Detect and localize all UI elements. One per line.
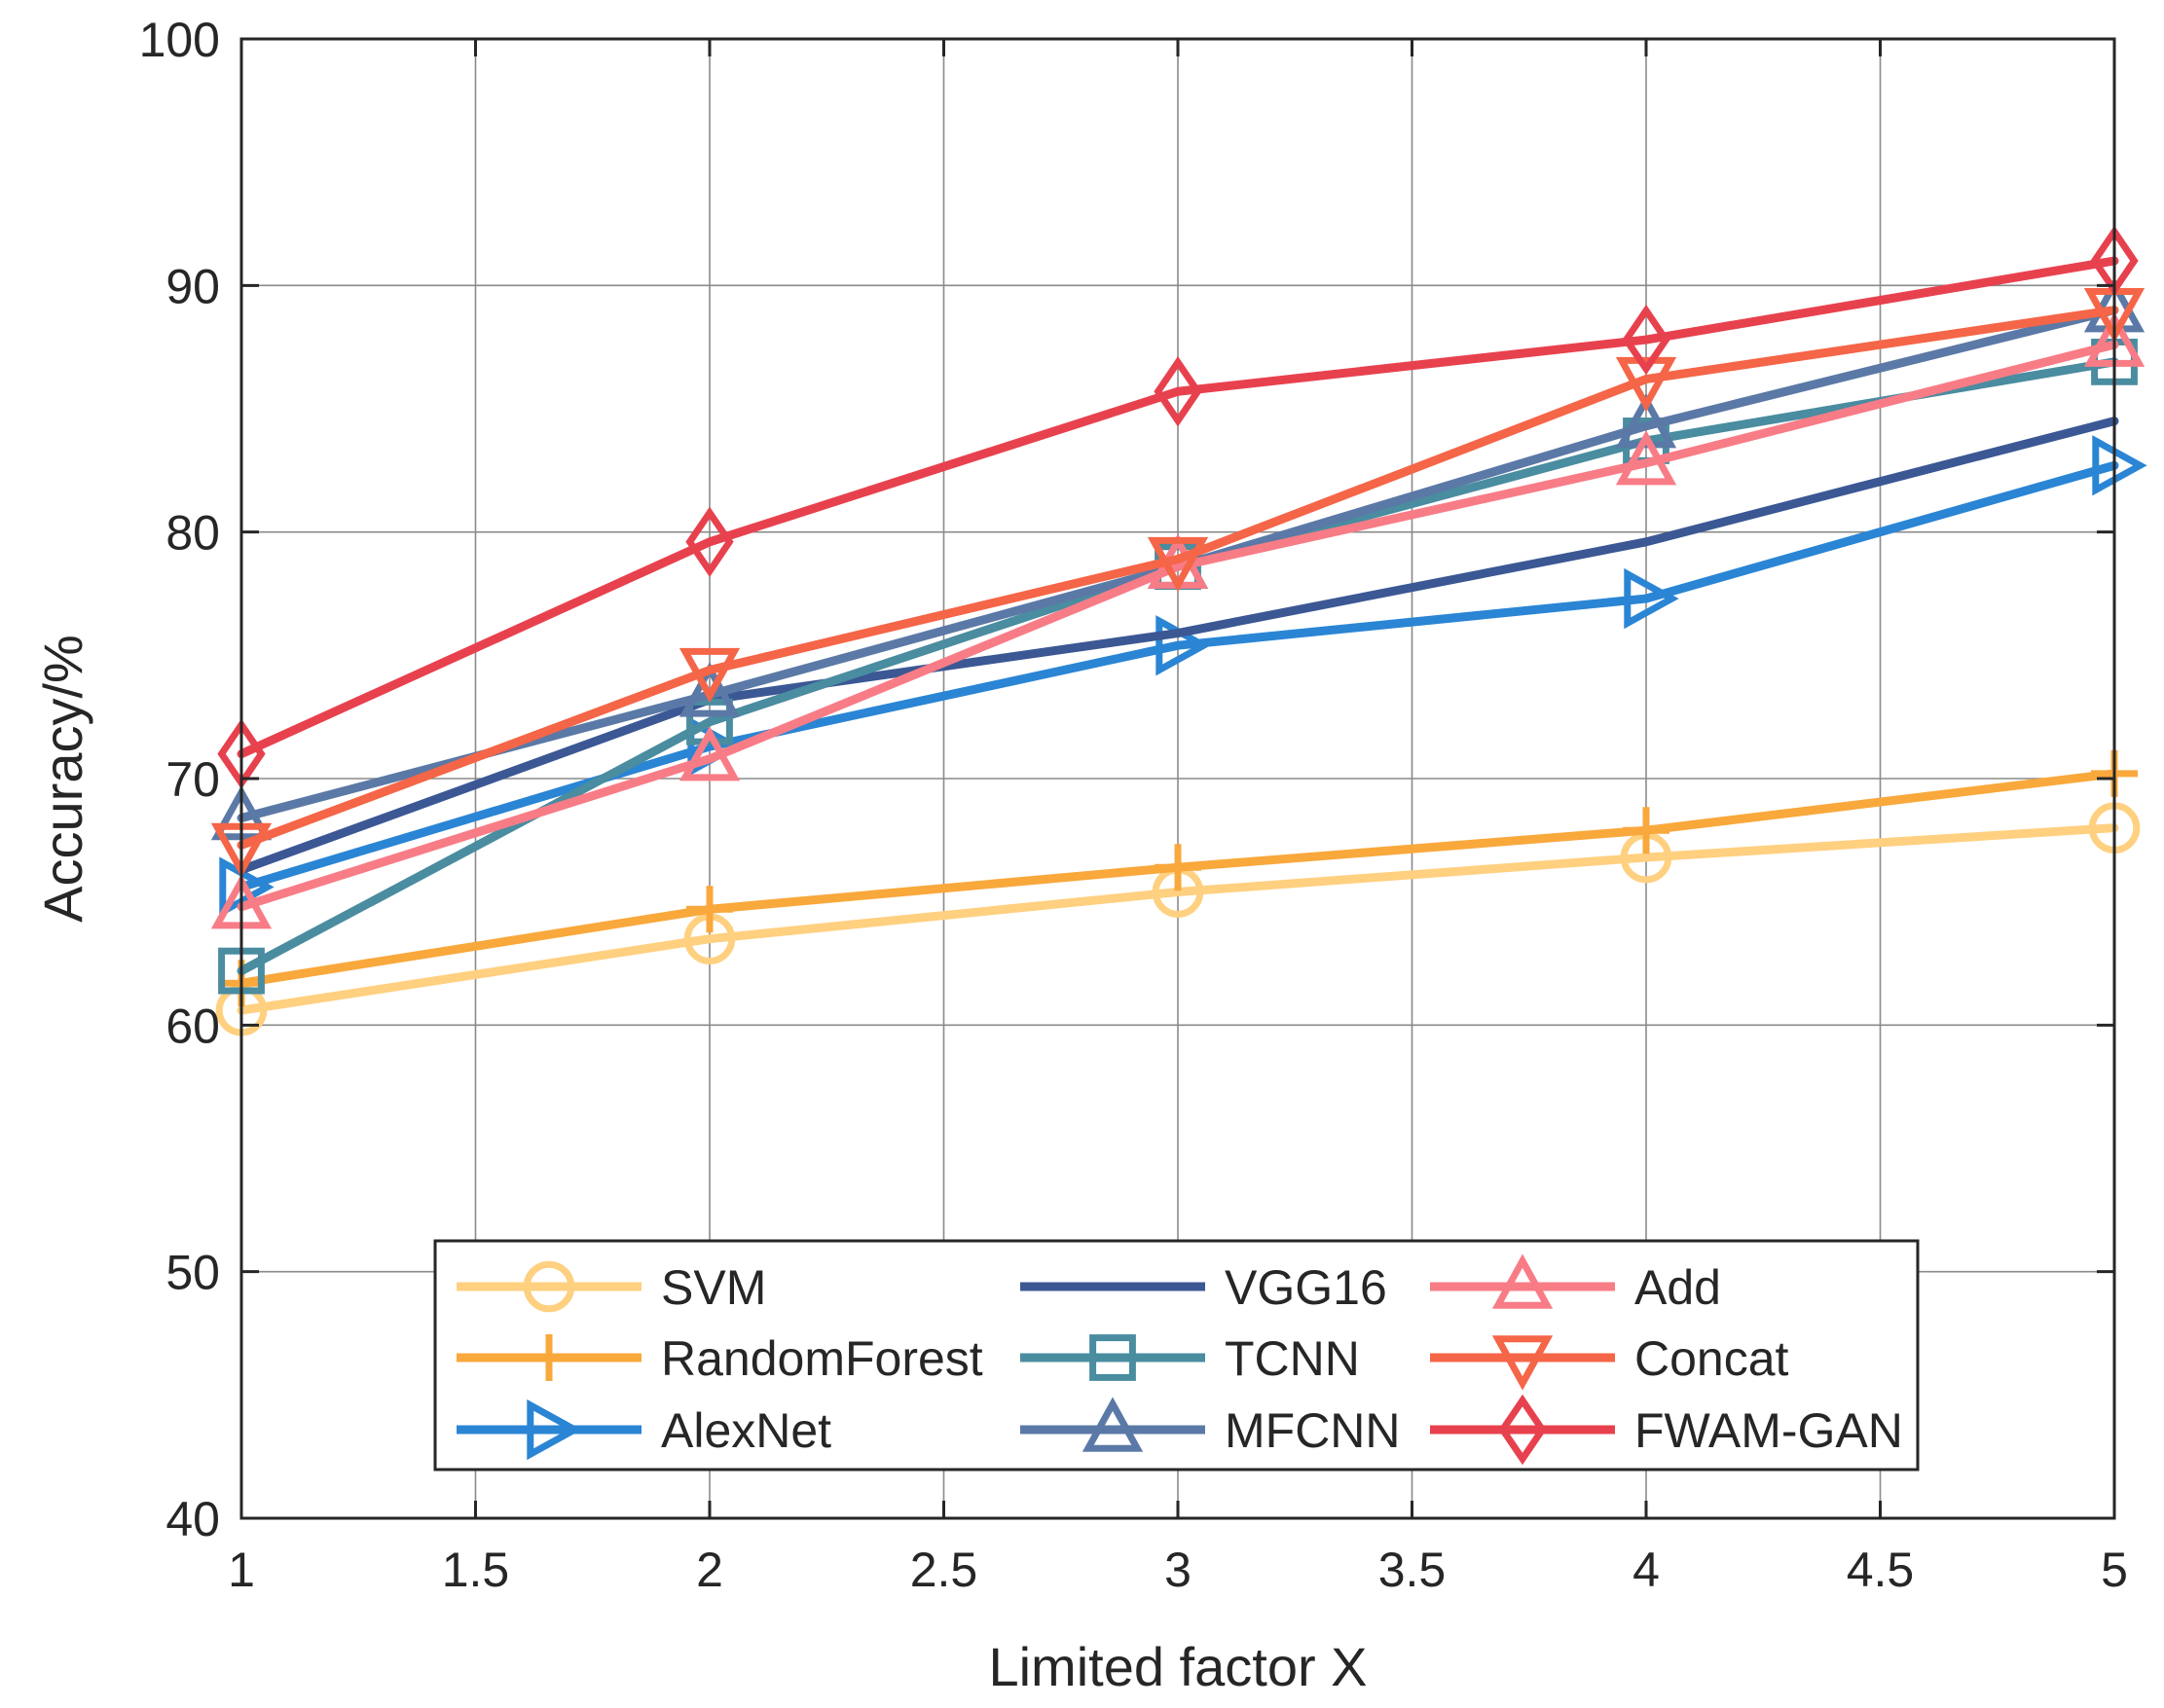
x-tick-label: 3.5 xyxy=(1378,1543,1447,1597)
data-point-randomforest xyxy=(686,886,733,933)
series-layer xyxy=(210,225,2147,1036)
data-point-concat xyxy=(1615,356,1677,413)
legend-label-concat: Concat xyxy=(1634,1331,1789,1386)
y-tick-label: 90 xyxy=(165,259,220,313)
legend-marker-mfcnn xyxy=(1082,1397,1144,1452)
data-point-alexnet xyxy=(1624,567,1679,630)
series-line-add xyxy=(237,340,2119,912)
series-line-vgg16 xyxy=(237,417,2119,875)
legend-label-tcnn: TCNN xyxy=(1225,1331,1360,1386)
legend-item-fwam-gan: FWAM-GAN xyxy=(1430,1394,1903,1466)
legend-marker-concat xyxy=(1491,1335,1554,1391)
legend-item-svm: SVM xyxy=(457,1260,766,1315)
legend-item-mfcnn: MFCNN xyxy=(1020,1397,1401,1458)
data-point-mfcnn xyxy=(679,662,741,717)
x-tick-label: 4.5 xyxy=(1847,1543,1915,1597)
y-tick-label: 100 xyxy=(139,13,220,67)
x-tick-label: 4 xyxy=(1632,1543,1660,1597)
legend: SVM RandomForest AlexNet VGG16 TCNN MFCNN Add C… xyxy=(433,1239,1920,1472)
data-point-alexnet xyxy=(2092,435,2147,496)
y-tick-label: 80 xyxy=(165,506,220,561)
legend-marker-svm xyxy=(523,1260,575,1313)
y-axis-title: Accuracy/% xyxy=(32,635,93,923)
x-tick-label: 1.5 xyxy=(442,1543,510,1597)
legend-label-alexnet: AlexNet xyxy=(661,1403,831,1458)
legend-label-svm: SVM xyxy=(661,1260,766,1315)
legend-item-tcnn: TCNN xyxy=(1020,1331,1360,1386)
data-point-concat xyxy=(1147,536,1209,593)
x-tick-label: 3 xyxy=(1164,1543,1192,1597)
data-point-fwam-gan xyxy=(1622,304,1670,376)
data-point-randomforest xyxy=(1155,844,1201,891)
x-tick-label: 1 xyxy=(228,1543,255,1597)
legend-item-vgg16: VGG16 xyxy=(1020,1260,1387,1315)
data-point-add xyxy=(1615,430,1677,486)
data-point-fwam-gan xyxy=(1154,356,1202,427)
data-point-randomforest xyxy=(1623,807,1669,854)
legend-label-fwam-gan: FWAM-GAN xyxy=(1634,1403,1903,1458)
data-point-alexnet xyxy=(219,856,275,918)
y-tick-label: 60 xyxy=(165,999,220,1053)
legend-marker-fwam-gan xyxy=(1498,1394,1547,1466)
series-line-svm xyxy=(237,823,2119,1015)
x-tick-label: 2.5 xyxy=(910,1543,978,1597)
series-fwam-gan xyxy=(217,225,2139,789)
legend-label-mfcnn: MFCNN xyxy=(1225,1403,1401,1458)
series-vgg16 xyxy=(237,417,2119,875)
x-tick-label: 5 xyxy=(2101,1543,2128,1597)
y-tick-label: 40 xyxy=(165,1492,220,1546)
series-line-fwam-gan xyxy=(237,256,2119,759)
data-point-mfcnn xyxy=(1615,393,1677,449)
legend-item-randomforest: RandomForest xyxy=(457,1331,983,1386)
legend-item-concat: Concat xyxy=(1430,1331,1789,1391)
data-point-concat xyxy=(679,647,741,704)
x-axis-title: Limited factor X xyxy=(988,1636,1367,1697)
legend-marker-tcnn xyxy=(1089,1334,1136,1381)
x-tick-label: 2 xyxy=(696,1543,723,1597)
legend-label-vgg16: VGG16 xyxy=(1225,1260,1387,1315)
series-line-alexnet xyxy=(237,460,2119,891)
legend-marker-alexnet xyxy=(527,1399,582,1461)
legend-item-alexnet: AlexNet xyxy=(457,1399,831,1461)
legend-label-add: Add xyxy=(1634,1260,1721,1315)
legend-item-add: Add xyxy=(1430,1254,1721,1315)
data-point-fwam-gan xyxy=(685,506,734,578)
legend-marker-add xyxy=(1491,1254,1554,1309)
series-line-concat xyxy=(237,306,2119,850)
legend-marker-randomforest xyxy=(526,1334,572,1381)
legend-label-randomforest: RandomForest xyxy=(661,1331,983,1386)
tick-layer: 1 1.5 2 2.5 3 3.5 4 4.5 5 40 50 60 70 80 90 100 xyxy=(139,13,2128,1597)
data-point-add xyxy=(679,726,741,781)
y-tick-label: 70 xyxy=(165,752,220,807)
y-tick-label: 50 xyxy=(165,1246,220,1300)
